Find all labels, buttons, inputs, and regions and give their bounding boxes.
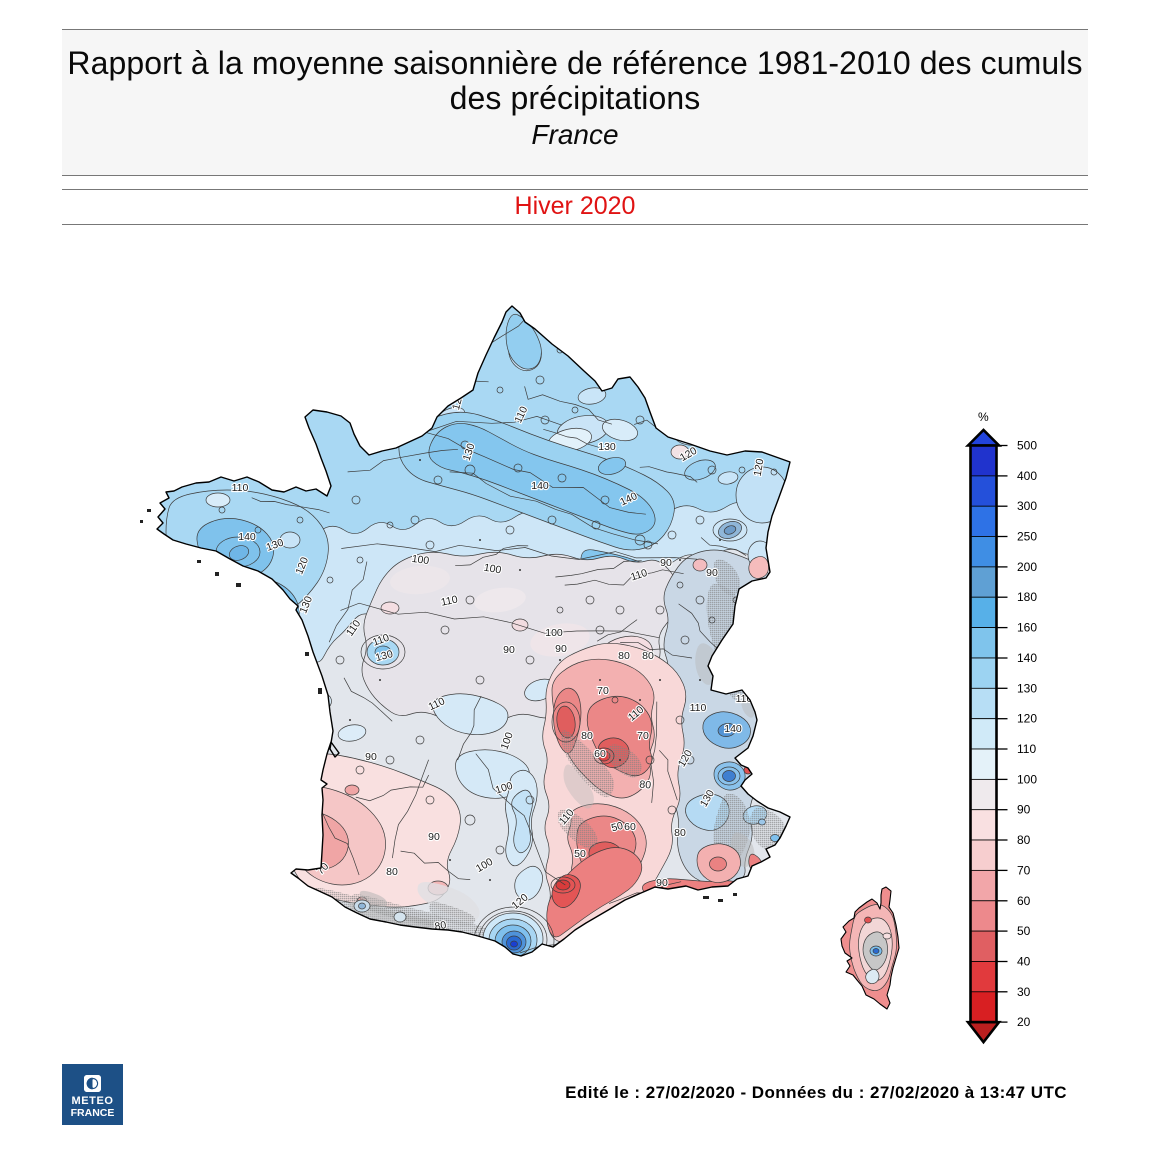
svg-text:90: 90 <box>555 643 567 655</box>
svg-text:120: 120 <box>1017 712 1037 726</box>
svg-text:140: 140 <box>531 480 549 492</box>
svg-text:%: % <box>978 410 989 424</box>
svg-text:80: 80 <box>642 650 654 662</box>
svg-text:70: 70 <box>597 685 609 697</box>
svg-text:90: 90 <box>656 877 668 889</box>
svg-text:90: 90 <box>1017 803 1031 817</box>
svg-text:80: 80 <box>1017 833 1031 847</box>
svg-text:110: 110 <box>1017 742 1036 756</box>
svg-text:30: 30 <box>1017 985 1031 999</box>
svg-text:90: 90 <box>706 567 718 579</box>
svg-text:60: 60 <box>1017 894 1031 908</box>
svg-text:100: 100 <box>545 627 563 639</box>
svg-text:300: 300 <box>1017 499 1037 513</box>
svg-text:80: 80 <box>674 827 686 839</box>
svg-text:110: 110 <box>440 593 459 608</box>
svg-text:50: 50 <box>574 848 586 860</box>
svg-text:90: 90 <box>503 644 515 656</box>
svg-text:140: 140 <box>1017 651 1037 665</box>
svg-text:400: 400 <box>1017 469 1037 483</box>
svg-text:140: 140 <box>724 723 742 735</box>
svg-text:70: 70 <box>1017 863 1031 877</box>
svg-text:80: 80 <box>434 919 448 933</box>
svg-text:60: 60 <box>594 748 606 760</box>
svg-text:100: 100 <box>1017 772 1037 786</box>
svg-text:130: 130 <box>1017 681 1037 695</box>
svg-text:80: 80 <box>386 866 398 878</box>
svg-text:130: 130 <box>598 441 616 453</box>
svg-text:500: 500 <box>1017 439 1037 453</box>
svg-text:60: 60 <box>624 821 636 833</box>
svg-text:110: 110 <box>690 702 707 714</box>
svg-text:70: 70 <box>637 730 649 742</box>
svg-text:50: 50 <box>1017 924 1031 938</box>
svg-text:140: 140 <box>238 531 256 543</box>
svg-text:160: 160 <box>1017 621 1037 635</box>
svg-text:180: 180 <box>1017 590 1037 604</box>
svg-text:130: 130 <box>703 423 721 435</box>
svg-text:100: 100 <box>411 553 430 567</box>
svg-text:100: 100 <box>483 562 502 577</box>
svg-text:90: 90 <box>428 831 440 843</box>
svg-text:80: 80 <box>618 650 630 662</box>
svg-text:20: 20 <box>1017 1015 1031 1029</box>
svg-text:80: 80 <box>639 779 652 792</box>
svg-text:200: 200 <box>1017 560 1037 574</box>
svg-text:130: 130 <box>374 648 394 664</box>
svg-text:50: 50 <box>610 820 625 835</box>
svg-text:110: 110 <box>232 482 249 494</box>
svg-text:90: 90 <box>365 751 377 763</box>
svg-text:250: 250 <box>1017 530 1037 544</box>
svg-text:120: 120 <box>752 458 767 477</box>
svg-text:80: 80 <box>581 730 593 742</box>
svg-text:90: 90 <box>660 557 672 569</box>
svg-text:40: 40 <box>1017 955 1031 969</box>
